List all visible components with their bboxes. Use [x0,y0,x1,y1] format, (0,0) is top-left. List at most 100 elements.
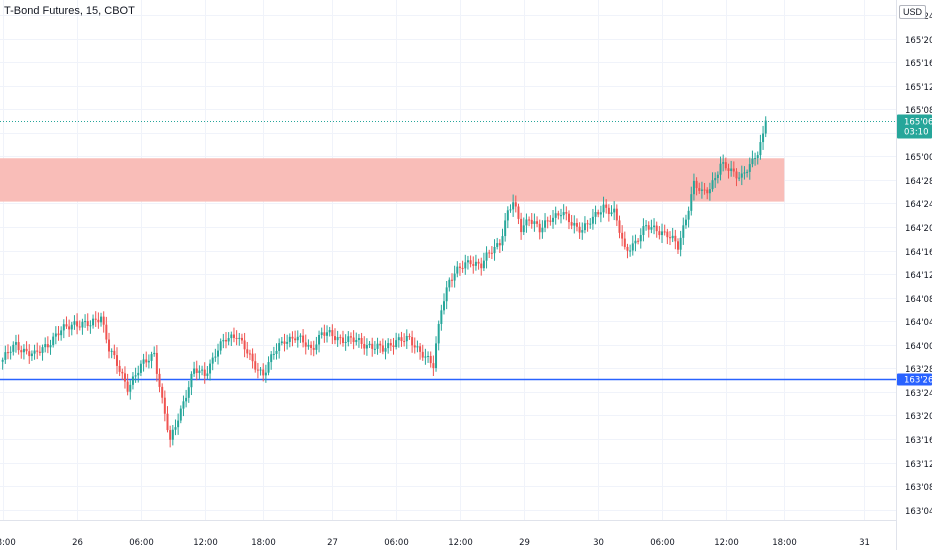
candle [389,338,392,352]
candle [411,330,414,353]
candle [97,312,100,329]
candle-body [60,330,63,336]
time-tick-label: 06:00 [650,538,675,548]
candle-body [357,337,360,341]
candle [262,363,265,382]
candle-body [429,355,432,364]
candle-body [201,369,204,371]
candle-body [719,163,722,175]
candle-body [738,177,741,179]
candle-body [472,264,475,266]
candle [9,346,12,360]
candle-body [320,332,323,335]
candle-body [286,341,289,344]
candle-body [448,279,451,288]
candle-body [642,226,645,236]
candle-body [477,261,480,264]
candle-body [222,339,225,342]
candle-body [432,363,435,369]
candle [716,171,719,184]
candle-body [405,335,408,342]
candle-body [240,337,243,341]
candle-body [695,180,698,189]
candle [719,156,722,181]
candle-body [653,225,656,228]
candle-body [296,336,299,341]
candle-body [735,171,738,179]
candle-body [344,341,347,343]
price-tick-label: 165'08 [905,106,932,116]
price-axis[interactable]: 165'24165'20165'16165'12165'08165'04165'… [905,12,932,517]
candle [177,413,180,435]
candle [185,389,188,408]
candle [671,227,674,243]
candle [477,258,480,270]
candle [674,229,677,250]
candle-body [17,342,20,351]
candle [706,187,709,200]
candle [546,216,549,229]
candle-body [147,360,150,363]
time-tick-label: 18:00 [251,538,276,548]
candle [155,345,158,382]
candle-body [134,375,137,377]
candle-body [68,326,71,330]
time-tick-label: 06:00 [384,538,409,548]
candle [597,209,600,218]
candle-body [594,212,597,217]
candle [692,173,695,201]
candle-body [92,318,95,326]
candle [525,213,528,233]
candle [764,116,767,138]
candle [541,220,544,239]
candle-body [602,204,605,213]
candle [700,181,703,199]
candle-body [227,338,230,342]
candle [424,348,427,365]
time-tick-label: 30 [593,538,604,548]
candle-body [89,325,92,327]
candle-body [456,266,459,274]
candle-body [381,345,384,352]
candle-body [153,352,156,355]
candle-body [684,219,687,226]
candle-body [14,342,17,345]
candle-body [722,162,725,164]
candle [469,255,472,268]
resistance-zone[interactable] [0,158,785,202]
candle [557,210,560,220]
candle [554,206,557,225]
candle-body [78,326,81,328]
candle [1,357,4,370]
candle [17,334,20,355]
candle [615,204,618,227]
candle-body [339,337,342,339]
candle [272,346,275,360]
price-tick-label: 163'24 [905,389,932,399]
candle [533,213,536,232]
candle [57,326,60,341]
candle-body [288,336,291,342]
candle [373,340,376,355]
candle [52,332,55,348]
candle [349,332,352,345]
candle [41,344,44,361]
price-tick-label: 165'20 [905,36,932,46]
candle [594,205,597,225]
candle-body [315,344,318,350]
candle [450,273,453,288]
candle [623,231,626,250]
candle [251,348,254,369]
candle-body [62,324,65,331]
currency-button[interactable]: USD [898,5,926,19]
candle-body [299,335,302,337]
candle [315,336,318,355]
candle [126,373,129,396]
candle [70,321,73,336]
candle [6,344,9,360]
candle-body [650,227,653,230]
candle-body [46,344,49,348]
candle-body [461,267,464,269]
time-axis[interactable]: 18:00 26 06:00 12:00 18:00 27 06:00 12:00 29 30 06… [0,538,870,548]
